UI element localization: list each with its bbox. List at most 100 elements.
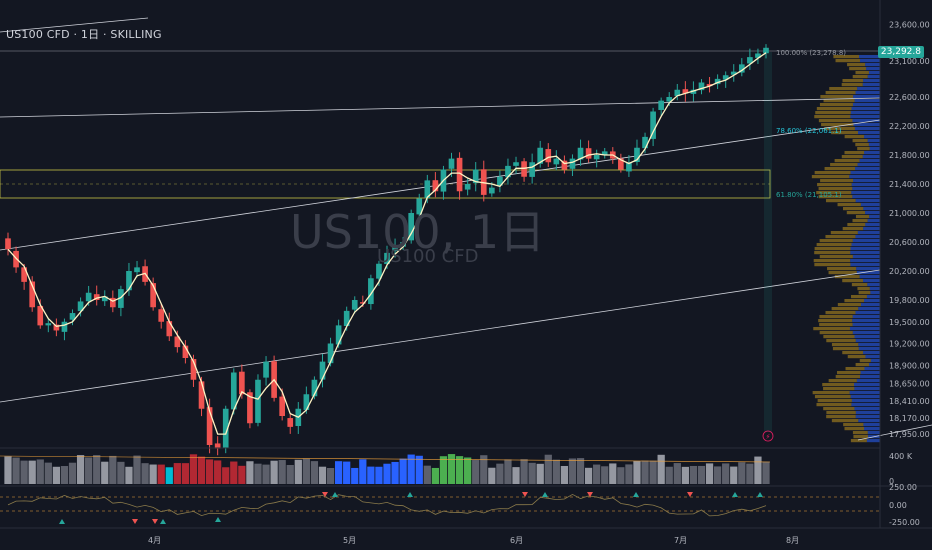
candle-body[interactable] bbox=[529, 162, 535, 177]
candle-body[interactable] bbox=[376, 263, 382, 279]
candle-body[interactable] bbox=[577, 147, 584, 160]
candle-body[interactable] bbox=[650, 111, 656, 139]
candle-body[interactable] bbox=[263, 361, 269, 378]
candle-body[interactable] bbox=[247, 392, 253, 424]
candle-body[interactable] bbox=[448, 158, 455, 169]
candle-body[interactable] bbox=[5, 238, 11, 250]
candle-body[interactable] bbox=[174, 336, 181, 348]
candle-body[interactable] bbox=[424, 180, 431, 199]
candle-body[interactable] bbox=[150, 283, 156, 308]
candle-body[interactable] bbox=[690, 89, 697, 94]
candle-body[interactable] bbox=[335, 325, 342, 345]
candle-body[interactable] bbox=[521, 161, 527, 177]
candle-body[interactable] bbox=[93, 294, 100, 300]
candle-body[interactable] bbox=[319, 361, 326, 380]
candle-body[interactable] bbox=[585, 148, 592, 159]
candle-body[interactable] bbox=[618, 158, 624, 170]
candle-body[interactable] bbox=[730, 71, 737, 75]
candle-body[interactable] bbox=[45, 323, 52, 326]
candle-body[interactable] bbox=[480, 169, 487, 195]
candle-body[interactable] bbox=[553, 158, 560, 165]
candle-body[interactable] bbox=[763, 47, 769, 54]
candle-body[interactable] bbox=[698, 82, 705, 91]
trendline-upper[interactable] bbox=[0, 97, 881, 118]
candle-body[interactable] bbox=[408, 213, 415, 241]
candle-body[interactable] bbox=[682, 89, 689, 94]
candle-body[interactable] bbox=[61, 321, 68, 332]
candle-body[interactable] bbox=[37, 306, 44, 326]
candle-body[interactable] bbox=[29, 281, 36, 308]
candle-body[interactable] bbox=[255, 379, 261, 423]
candle-body[interactable] bbox=[158, 309, 165, 322]
candle-body[interactable] bbox=[327, 343, 334, 364]
candle-body[interactable] bbox=[359, 302, 366, 304]
candle-body[interactable] bbox=[464, 184, 471, 190]
lightning-icon[interactable] bbox=[762, 430, 774, 442]
candle-body[interactable] bbox=[658, 100, 664, 110]
symbol-title[interactable]: US100 CFD · 1日 · SKILLING bbox=[6, 28, 162, 41]
candle-body[interactable] bbox=[537, 147, 544, 164]
candle-body[interactable] bbox=[85, 292, 92, 302]
candle-body[interactable] bbox=[755, 53, 761, 58]
candle-body[interactable] bbox=[714, 78, 721, 85]
candle-body[interactable] bbox=[126, 271, 132, 291]
candle-body[interactable] bbox=[642, 136, 648, 149]
candle-body[interactable] bbox=[626, 162, 632, 172]
candle-body[interactable] bbox=[384, 252, 390, 264]
candle-body[interactable] bbox=[497, 176, 503, 186]
candle-body[interactable] bbox=[101, 296, 108, 302]
candle-body[interactable] bbox=[206, 407, 213, 445]
candle-body[interactable] bbox=[489, 187, 495, 194]
candle-body[interactable] bbox=[134, 267, 140, 273]
candle-body[interactable] bbox=[666, 97, 673, 102]
candle-body[interactable] bbox=[182, 345, 189, 358]
candle-body[interactable] bbox=[416, 198, 423, 215]
candle-body[interactable] bbox=[118, 289, 124, 308]
candle-body[interactable] bbox=[190, 359, 197, 380]
candle-body[interactable] bbox=[303, 394, 310, 410]
candle-body[interactable] bbox=[456, 157, 463, 192]
candle-body[interactable] bbox=[706, 84, 713, 87]
trendline-lower[interactable] bbox=[0, 269, 881, 403]
candle-body[interactable] bbox=[432, 180, 439, 192]
candle-body[interactable] bbox=[239, 371, 245, 395]
candle-body[interactable] bbox=[230, 372, 237, 410]
candlestick-series[interactable] bbox=[5, 44, 769, 456]
candle-body[interactable] bbox=[110, 297, 116, 308]
candle-body[interactable] bbox=[593, 155, 600, 160]
candle-body[interactable] bbox=[722, 75, 729, 80]
candle-body[interactable] bbox=[166, 321, 173, 337]
candle-body[interactable] bbox=[343, 310, 350, 327]
candle-body[interactable] bbox=[279, 396, 285, 416]
fib-region[interactable] bbox=[764, 52, 772, 432]
candle-body[interactable] bbox=[674, 89, 681, 96]
trendline-profile-base[interactable] bbox=[857, 424, 932, 441]
trendline-top-left[interactable] bbox=[0, 17, 149, 33]
candle-body[interactable] bbox=[738, 64, 745, 73]
candle-body[interactable] bbox=[472, 169, 479, 184]
candle-body[interactable] bbox=[513, 162, 519, 166]
candle-body[interactable] bbox=[69, 313, 76, 320]
candle-body[interactable] bbox=[545, 149, 552, 163]
candle-body[interactable] bbox=[400, 242, 406, 247]
candle-body[interactable] bbox=[505, 165, 511, 178]
candle-body[interactable] bbox=[287, 418, 294, 427]
candle-body[interactable] bbox=[53, 324, 60, 331]
candle-body[interactable] bbox=[569, 158, 576, 169]
candle-body[interactable] bbox=[222, 408, 229, 449]
candle-body[interactable] bbox=[747, 57, 753, 64]
candle-body[interactable] bbox=[21, 267, 27, 282]
current-price-badge[interactable]: 23,292.8 bbox=[877, 46, 924, 58]
candle-body[interactable] bbox=[368, 278, 374, 305]
candle-body[interactable] bbox=[214, 443, 221, 449]
candle-body[interactable] bbox=[351, 300, 358, 310]
candle-body[interactable] bbox=[634, 147, 640, 163]
candle-body[interactable] bbox=[561, 160, 568, 170]
candle-body[interactable] bbox=[601, 151, 608, 155]
candle-body[interactable] bbox=[77, 301, 84, 312]
candle-body[interactable] bbox=[311, 379, 318, 397]
candle-body[interactable] bbox=[198, 381, 205, 409]
candle-body[interactable] bbox=[392, 245, 398, 252]
